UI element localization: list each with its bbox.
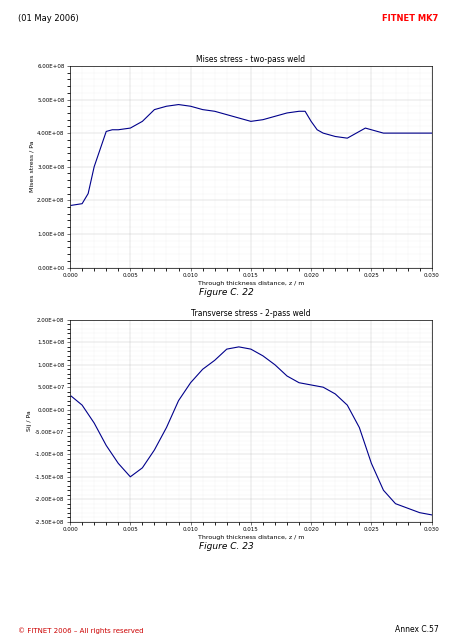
X-axis label: Through thickness distance, z / m: Through thickness distance, z / m: [197, 281, 304, 286]
Text: FITNET MK7: FITNET MK7: [382, 14, 437, 23]
Title: Mises stress - two-pass weld: Mises stress - two-pass weld: [196, 55, 305, 64]
Text: (01 May 2006): (01 May 2006): [18, 14, 78, 23]
X-axis label: Through thickness distance, z / m: Through thickness distance, z / m: [197, 535, 304, 540]
Y-axis label: Sij / Pa: Sij / Pa: [28, 410, 32, 431]
Text: © FITNET 2006 – All rights reserved: © FITNET 2006 – All rights reserved: [18, 627, 143, 634]
Text: Figure C. 22: Figure C. 22: [198, 288, 253, 297]
Text: Figure C. 23: Figure C. 23: [198, 542, 253, 551]
Y-axis label: Mises stress / Pa: Mises stress / Pa: [29, 141, 34, 193]
Title: Transverse stress - 2-pass weld: Transverse stress - 2-pass weld: [191, 309, 310, 318]
Text: Annex C.57: Annex C.57: [394, 625, 437, 634]
